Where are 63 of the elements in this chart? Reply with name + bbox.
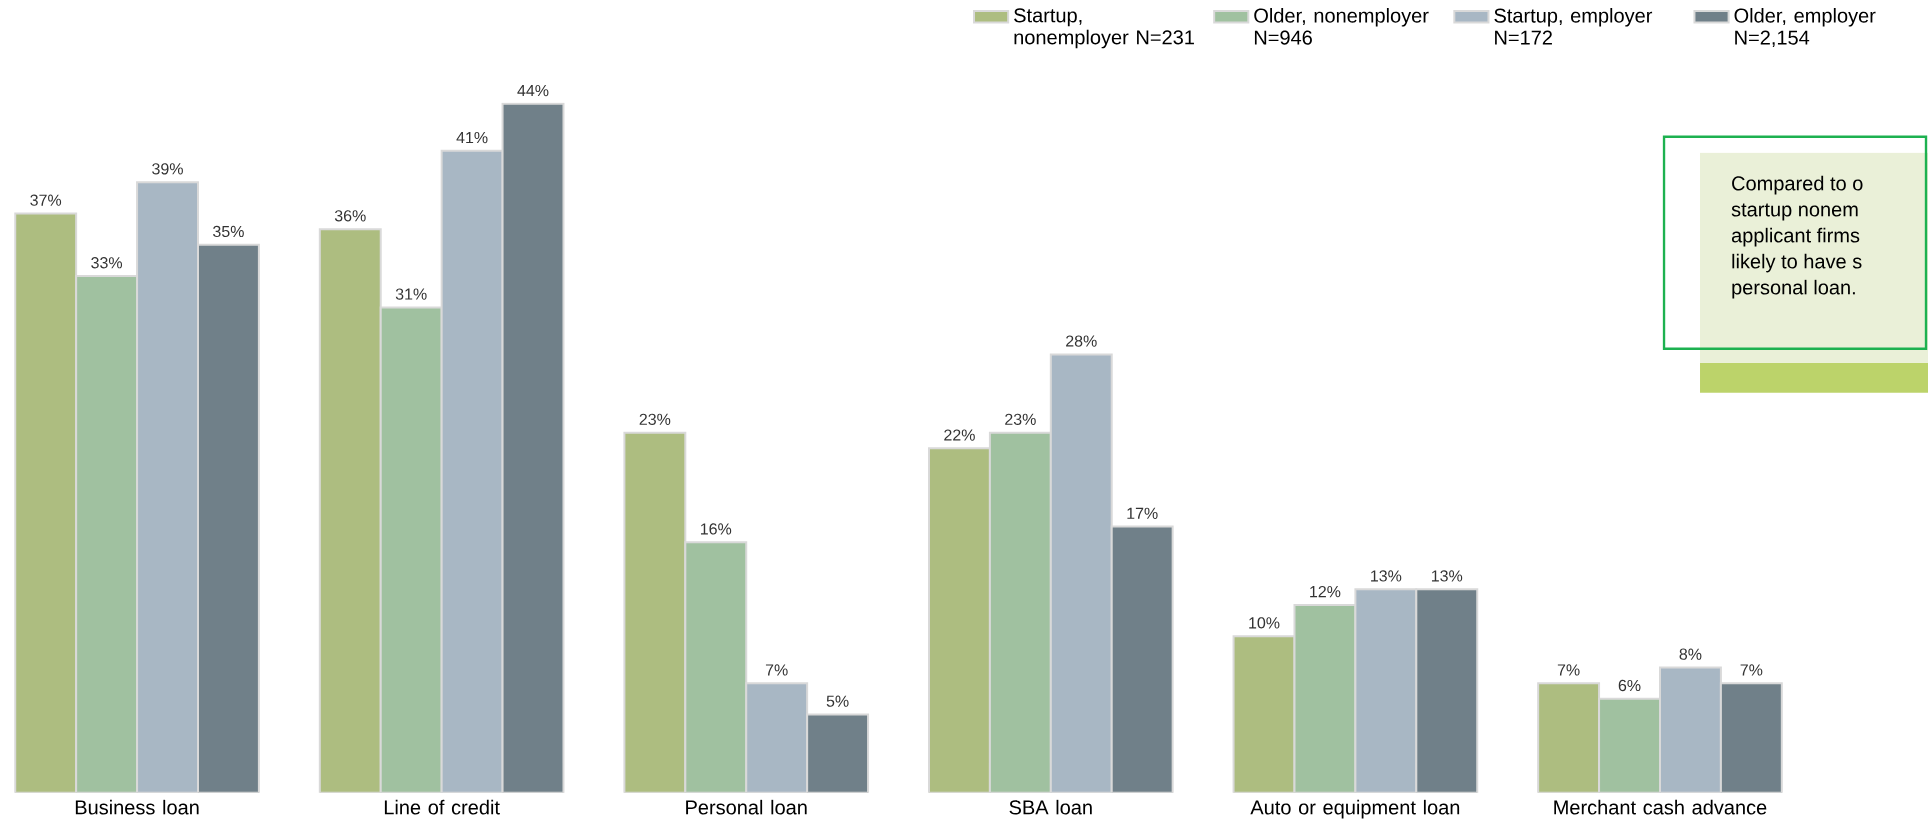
data-label: 13% bbox=[1371, 570, 1402, 582]
data-label: 23% bbox=[639, 413, 671, 425]
data-label: 7% bbox=[1740, 664, 1763, 676]
legend-label: Older, employer N=2,154 bbox=[1734, 7, 1876, 47]
data-label: 8% bbox=[1679, 648, 1702, 660]
bar bbox=[1658, 666, 1722, 793]
bar bbox=[1110, 525, 1174, 793]
data-label: 7% bbox=[1557, 664, 1580, 676]
data-label: 33% bbox=[91, 257, 123, 269]
bar bbox=[14, 212, 78, 793]
annotation: startup nonem bbox=[1731, 203, 1858, 221]
bar bbox=[988, 431, 1052, 793]
bar bbox=[1232, 635, 1296, 793]
data-label: 7% bbox=[765, 664, 788, 676]
data-label: 31% bbox=[395, 288, 427, 300]
x-tick-label: SBA loan bbox=[1009, 799, 1092, 815]
data-label: 5% bbox=[826, 695, 849, 707]
bar bbox=[1415, 588, 1479, 793]
x-tick-label: Auto or equipment loan bbox=[1250, 799, 1460, 819]
data-label: 23% bbox=[1005, 413, 1036, 425]
data-label: 16% bbox=[700, 523, 732, 535]
annotation: likely to have s bbox=[1732, 253, 1862, 273]
x-tick-label: Merchant cash advance bbox=[1554, 799, 1767, 815]
bar bbox=[1537, 682, 1601, 793]
bar bbox=[624, 432, 686, 793]
bar bbox=[501, 102, 565, 793]
x-tick-label: Business loan bbox=[75, 799, 199, 815]
bar bbox=[807, 714, 869, 793]
annotation: Compared to o bbox=[1732, 175, 1863, 195]
bar bbox=[1719, 682, 1783, 793]
bar bbox=[1049, 353, 1113, 793]
data-label: 35% bbox=[213, 225, 244, 238]
data-label: 17% bbox=[1127, 507, 1158, 519]
bar bbox=[746, 683, 808, 793]
bar bbox=[75, 275, 139, 793]
legend-label: Startup, nonemployer N=231 bbox=[1014, 8, 1194, 49]
data-label: 37% bbox=[30, 194, 62, 206]
bar bbox=[1293, 603, 1357, 793]
data-label: 10% bbox=[1249, 617, 1280, 629]
annotation: personal loan. bbox=[1732, 279, 1855, 299]
data-label: 44% bbox=[517, 84, 549, 97]
bar bbox=[440, 149, 504, 793]
x-tick-label: Personal loan bbox=[686, 799, 807, 815]
bar bbox=[318, 228, 382, 793]
data-label: 6% bbox=[1618, 679, 1641, 692]
data-label: 36% bbox=[334, 210, 366, 222]
bar bbox=[927, 447, 991, 793]
bar bbox=[1598, 697, 1661, 793]
data-label: 13% bbox=[1431, 570, 1463, 582]
data-label: 39% bbox=[152, 163, 183, 175]
legend-label: Older, nonemployer N=946 bbox=[1254, 7, 1429, 45]
data-label: 12% bbox=[1310, 585, 1341, 598]
data-label: 41% bbox=[456, 131, 488, 144]
bar bbox=[136, 181, 199, 793]
legend-label: Startup, employer N=172 bbox=[1494, 7, 1653, 45]
x-tick-label: Line of credit bbox=[384, 799, 500, 815]
data-label: 28% bbox=[1066, 335, 1097, 347]
annotation: applicant firms bbox=[1731, 227, 1860, 247]
bar bbox=[685, 542, 747, 793]
bar bbox=[1354, 588, 1418, 793]
data-label: 22% bbox=[944, 429, 975, 441]
bar bbox=[196, 243, 260, 793]
bar bbox=[379, 306, 443, 793]
